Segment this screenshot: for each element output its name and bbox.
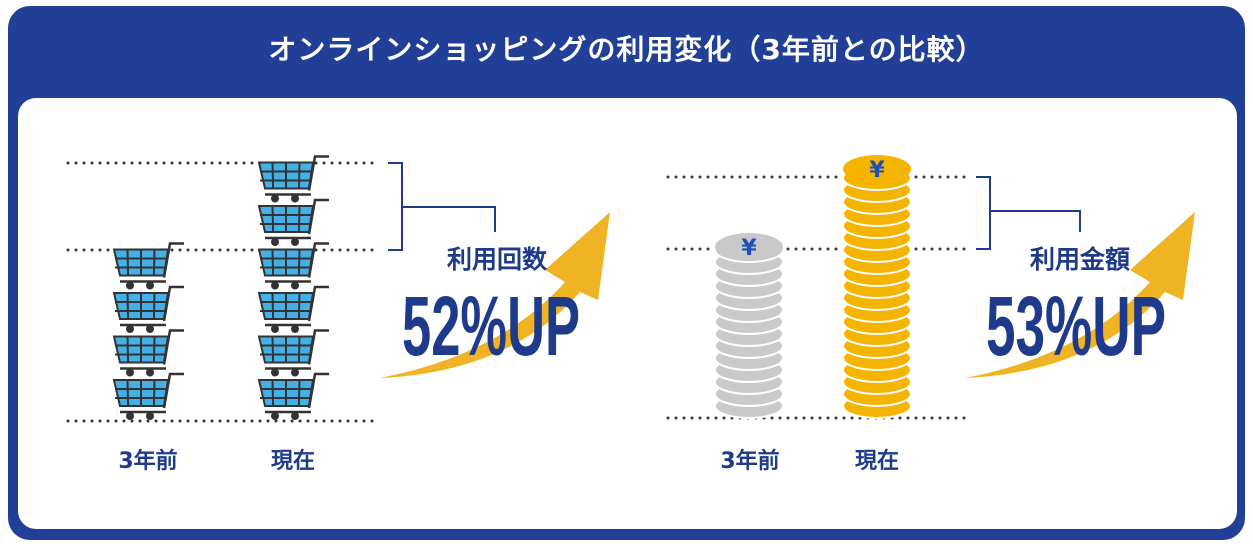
coin-stack-now: ¥ — [842, 155, 912, 419]
shopping-cart-icon — [257, 155, 329, 203]
coin-stack-before: ¥ — [714, 233, 784, 419]
coin-stacks: ¥¥ — [714, 155, 912, 419]
count-before-label: 3年前 — [118, 448, 177, 474]
amount-before-label: 3年前 — [720, 448, 779, 474]
shopping-cart-icon — [112, 242, 184, 290]
shopping-cart-icon — [112, 329, 184, 377]
shopping-cart-icon — [257, 198, 329, 246]
amount-now-label: 現在 — [855, 448, 899, 474]
bracket-amount — [976, 176, 1081, 250]
usage-count-value: 52%UP — [402, 279, 580, 373]
up-arrow-count — [380, 212, 610, 378]
infographic-title: オンラインショッピングの利用変化（3年前との比較） — [268, 33, 985, 66]
shopping-cart-icon — [257, 285, 329, 333]
shopping-cart-icon — [257, 329, 329, 377]
shopping-cart-icon — [112, 285, 184, 333]
content-panel — [18, 98, 1237, 529]
shopping-cart-icon — [112, 372, 184, 420]
count-now-label: 現在 — [271, 448, 315, 474]
guide-lines — [66, 161, 972, 423]
cart-stacks — [112, 155, 329, 420]
yen-icon: ¥ — [869, 158, 885, 183]
usage-amount-label: 利用金額 — [1030, 245, 1130, 274]
up-arrow-amount — [965, 212, 1195, 378]
usage-count-label: 利用回数 — [447, 245, 548, 274]
shopping-cart-icon — [257, 372, 329, 420]
bracket-count — [388, 162, 496, 251]
yen-icon: ¥ — [741, 236, 757, 261]
shopping-cart-icon — [257, 242, 329, 290]
usage-amount-value: 53%UP — [986, 279, 1166, 373]
